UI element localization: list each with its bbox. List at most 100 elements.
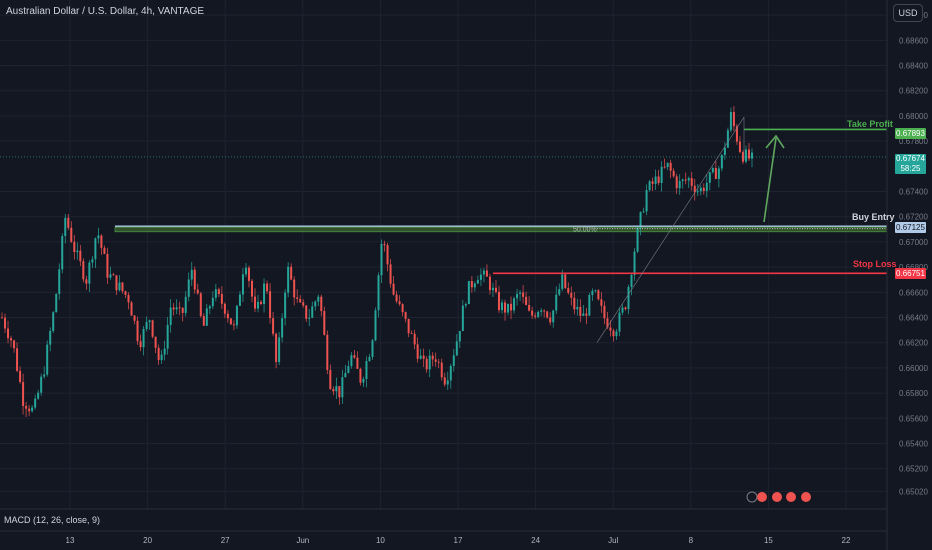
stop-loss-label: Stop Loss (853, 259, 897, 269)
buy-entry-price-tag[interactable]: 0.67125 (895, 222, 926, 233)
candle (696, 184, 699, 197)
candle (636, 226, 639, 253)
candle (166, 316, 169, 355)
price-axis[interactable]: 0.688000.686000.684000.682000.680000.678… (899, 11, 928, 496)
take-profit-price-tag[interactable]: 0.67893 (895, 128, 926, 139)
candle (449, 363, 452, 389)
candle (510, 296, 513, 320)
candle (145, 316, 148, 332)
candle (380, 239, 383, 284)
current-price-value: 0.67674 (896, 154, 925, 163)
candle (747, 143, 750, 161)
candle (85, 275, 88, 290)
candle (223, 302, 226, 318)
stop-loss-price-tag[interactable]: 0.66751 (895, 268, 926, 279)
candle (546, 310, 549, 319)
candle (738, 136, 741, 154)
target-arrow-icon[interactable] (763, 134, 785, 223)
candle (115, 275, 118, 295)
candle (519, 289, 522, 301)
candle (266, 280, 269, 295)
candle (347, 360, 350, 374)
candle (374, 307, 377, 342)
price-tick-label: 0.67800 (899, 137, 928, 146)
candle (232, 320, 235, 331)
candle (609, 320, 612, 337)
candle (573, 291, 576, 315)
currency-button[interactable]: USD (893, 4, 923, 22)
time-axis[interactable]: 13 20 27 Jun 10 17 24 Jul 8 15 22 (66, 536, 851, 545)
candle (362, 376, 365, 387)
time-tick-label: 13 (66, 536, 75, 545)
time-tick-label: Jul (608, 536, 618, 545)
candle (558, 283, 561, 297)
price-tick-label: 0.65600 (899, 414, 928, 423)
candle (744, 145, 747, 164)
candle (690, 171, 693, 191)
candle (549, 312, 552, 326)
candle (296, 289, 299, 303)
candle (88, 260, 91, 293)
candle (714, 161, 717, 180)
candle (112, 272, 115, 276)
candle (723, 142, 726, 160)
candle (386, 242, 389, 272)
candle (368, 353, 371, 362)
fib-trend-line[interactable] (596, 117, 745, 343)
candle (708, 171, 711, 191)
candle (91, 256, 94, 268)
candle (196, 283, 199, 295)
candle (473, 281, 476, 292)
candle (70, 221, 73, 243)
event-icons[interactable] (746, 491, 811, 503)
candle (193, 266, 196, 294)
time-tick-label: 22 (842, 536, 851, 545)
candle (751, 148, 753, 168)
candle (260, 299, 263, 306)
candle (407, 318, 410, 338)
candle (37, 389, 40, 400)
time-tick-label: 24 (531, 536, 540, 545)
candle (365, 356, 368, 388)
candle (606, 311, 609, 329)
buy-zone-rectangle[interactable] (114, 226, 888, 233)
candle (422, 348, 425, 368)
candle (618, 307, 621, 337)
candle (187, 272, 190, 302)
candle (290, 263, 293, 281)
candle (528, 296, 531, 312)
fib-50-label: 50.00% (573, 227, 597, 234)
candle (308, 309, 311, 327)
candle (630, 272, 633, 296)
candle (241, 267, 244, 303)
candle (672, 168, 675, 178)
candle (251, 278, 253, 303)
candle (211, 291, 214, 309)
candle (28, 404, 31, 417)
candle (461, 299, 464, 332)
candle (537, 310, 540, 319)
candle (428, 349, 431, 378)
macd-indicator-label[interactable]: MACD (12, 26, close, 9) (4, 515, 101, 525)
candle (317, 294, 320, 307)
candle (199, 291, 202, 318)
candle (247, 265, 250, 288)
candlestick-series (1, 106, 753, 418)
candle (446, 371, 449, 391)
candle (61, 233, 64, 274)
candle (344, 364, 347, 378)
candle (278, 332, 281, 365)
candle (19, 366, 22, 384)
candle (675, 173, 678, 194)
candle (654, 169, 657, 191)
candle (570, 286, 573, 306)
candle (49, 327, 52, 352)
candle (109, 266, 112, 280)
candle (615, 328, 618, 340)
candle (642, 207, 645, 214)
price-tick-label: 0.67400 (899, 188, 928, 197)
candle (669, 159, 672, 179)
current-price-tag[interactable]: 0.67674 58:25 (895, 154, 926, 174)
candle (293, 276, 296, 306)
